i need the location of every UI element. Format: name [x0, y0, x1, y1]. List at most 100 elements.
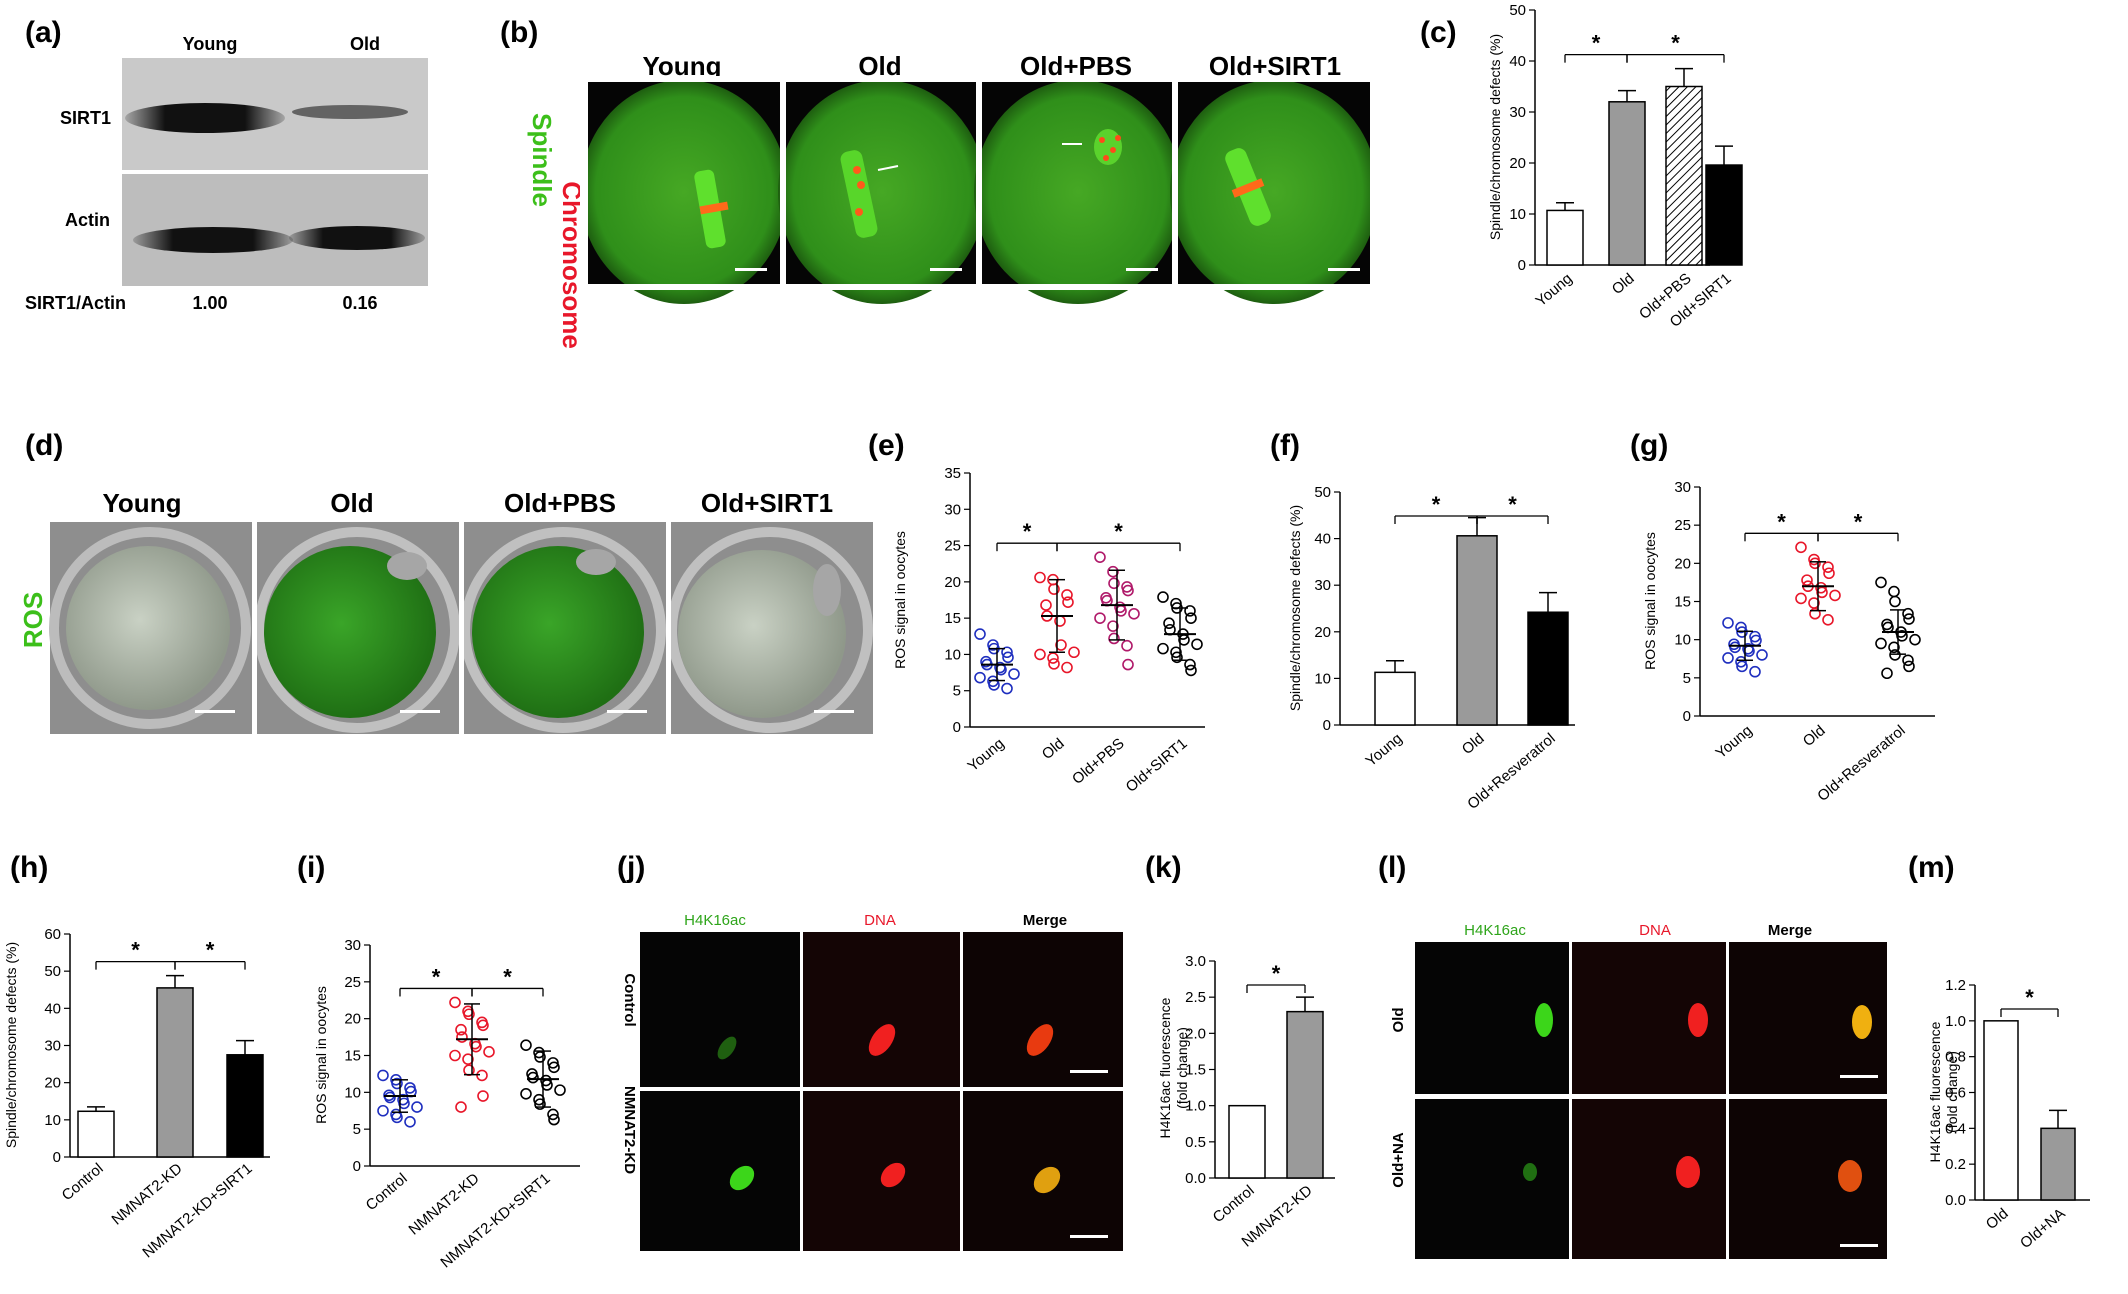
data-point — [1801, 574, 1813, 586]
panel-label-h: (h) — [10, 851, 48, 884]
bar — [1456, 535, 1498, 726]
y-tick-label: 10 — [1674, 632, 1691, 649]
x-category-label: Old — [1800, 722, 1829, 750]
y-tick-label: 25 — [1674, 517, 1691, 534]
panel-j-row-control: Control — [621, 973, 638, 1026]
y-axis-label: ROS signal in oocytes — [1642, 532, 1658, 670]
bar — [1286, 1010, 1324, 1179]
x-category-label: Old — [1039, 735, 1068, 763]
data-point — [1875, 637, 1887, 650]
data-point — [1809, 607, 1821, 620]
data-point — [1191, 638, 1203, 651]
oocyte-ros-old-pbs — [472, 546, 644, 718]
data-point — [534, 1098, 546, 1110]
y-tick-label: 10 — [944, 646, 961, 663]
spindle-old — [840, 150, 878, 238]
significance-star: * — [1508, 492, 1517, 517]
data-point — [1001, 646, 1013, 659]
data-point — [462, 1053, 474, 1065]
data-point — [974, 671, 986, 684]
y-tick-label: 3.0 — [1185, 953, 1206, 970]
panel-label-m: (m) — [1908, 851, 1955, 884]
significance-star: * — [206, 938, 215, 963]
y-tick-label: 25 — [344, 974, 361, 991]
data-point — [455, 1101, 467, 1113]
panel-b-spindle-images: Young Old Old+PBS Old+SIRT1 Chromosome S… — [527, 51, 1380, 349]
data-point — [534, 1051, 546, 1063]
y-tick-label: 0.8 — [1945, 1049, 1966, 1066]
y-tick-label: 40 — [1314, 531, 1331, 548]
y-tick-label: 15 — [944, 610, 961, 627]
data-point — [1157, 642, 1169, 655]
oocyte-old-sirt1 — [1170, 80, 1378, 304]
data-point — [1048, 583, 1060, 595]
data-point — [1122, 584, 1134, 597]
chart-h-spindle-defects-nmnat2: 0 10 20 30 40 50 60 Spindle/chromosome defects … — [3, 926, 270, 1261]
x-category-label: Young — [964, 735, 1007, 775]
y-axis-label-line1: H4K16ac fluorescence — [1157, 997, 1173, 1138]
data-point — [449, 996, 461, 1009]
y-tick-label: 1.5 — [1185, 1062, 1206, 1079]
oocyte-old-pbs — [974, 80, 1182, 304]
significance-star: * — [1854, 509, 1863, 534]
blot-col-old: Old — [350, 34, 380, 54]
panel-b-side-spindle: Spindle — [527, 113, 557, 207]
y-axis-label: Spindle/chromosome defects (%) — [3, 942, 19, 1148]
data-point — [1163, 617, 1175, 630]
x-category-label: Young — [1532, 270, 1575, 310]
y-axis-label-line2: (fold change) — [1944, 1051, 1960, 1133]
data-point — [533, 1046, 545, 1059]
data-point — [398, 1097, 410, 1110]
chart-e-ros-signal: 0 5 10 15 20 25 30 35 ROS signal in oocytes Young… — [892, 465, 1205, 796]
blot-ratio-old: 0.16 — [342, 293, 377, 313]
y-tick-label: 1.0 — [1945, 1013, 1966, 1030]
data-point — [1795, 592, 1807, 605]
significance-star: * — [1023, 519, 1032, 544]
blot-ratio-young: 1.00 — [192, 293, 227, 313]
data-point — [1815, 581, 1827, 594]
y-tick-label: 0 — [1683, 708, 1691, 725]
y-tick-label: 25 — [944, 538, 961, 555]
data-point — [1903, 613, 1915, 625]
y-tick-label: 0.6 — [1945, 1085, 1966, 1102]
y-tick-label: 0 — [1518, 257, 1526, 274]
y-tick-label: 30 — [44, 1038, 61, 1055]
panel-l-row-old-na: Old+NA — [1390, 1132, 1407, 1188]
blot-sirt1-band-old — [292, 105, 408, 119]
y-tick-label: 60 — [44, 926, 61, 943]
significance-star: * — [1272, 961, 1281, 986]
data-point — [384, 1091, 396, 1104]
data-point — [548, 1061, 560, 1074]
panel-d-group-young: Young — [103, 488, 182, 518]
data-point — [1881, 667, 1893, 680]
data-point — [1107, 620, 1119, 632]
y-tick-label: 50 — [1314, 484, 1331, 501]
bar — [77, 1110, 115, 1158]
panel-a-western-blot: Young Old SIRT1 Actin SIRT1/Actin 1.00 0… — [25, 34, 428, 313]
scale-bar-b-young — [735, 268, 767, 271]
y-tick-label: 20 — [1314, 624, 1331, 641]
bar — [1546, 209, 1584, 266]
y-tick-label: 40 — [1509, 53, 1526, 70]
data-point — [477, 1019, 489, 1032]
data-point — [1122, 658, 1134, 671]
blot-row-sirt1: SIRT1 — [60, 108, 111, 128]
chart-m-h4k16ac-fold-change: 0.0 0.2 0.4 0.6 0.8 1.0 1.2 H4K16ac fluorescenc… — [1927, 977, 2090, 1252]
data-point — [483, 1046, 495, 1058]
y-tick-label: 0.0 — [1185, 1170, 1206, 1187]
oocyte-ros-old — [264, 546, 436, 718]
data-point — [1094, 612, 1106, 624]
chart-c-spindle-defects: 0 10 20 30 40 50 Spindle/chromosome defects (%… — [1487, 2, 1743, 331]
y-tick-label: 5 — [353, 1121, 361, 1138]
y-tick-label: 2.5 — [1185, 989, 1206, 1006]
panel-d-ros-images: Young Old Old+PBS Old+SIRT1 ROS — [18, 488, 873, 734]
y-tick-label: 40 — [44, 1000, 61, 1017]
x-category-label: NMNAT2-KD — [405, 1170, 482, 1239]
panel-d-group-old-pbs: Old+PBS — [504, 488, 616, 518]
data-point — [1902, 607, 1914, 620]
y-tick-label: 20 — [44, 1075, 61, 1092]
y-tick-label: 30 — [1674, 479, 1691, 496]
y-axis-label: H4K16ac fluorescence(fold change) — [1927, 1021, 1960, 1162]
significance-star: * — [2025, 985, 2034, 1010]
